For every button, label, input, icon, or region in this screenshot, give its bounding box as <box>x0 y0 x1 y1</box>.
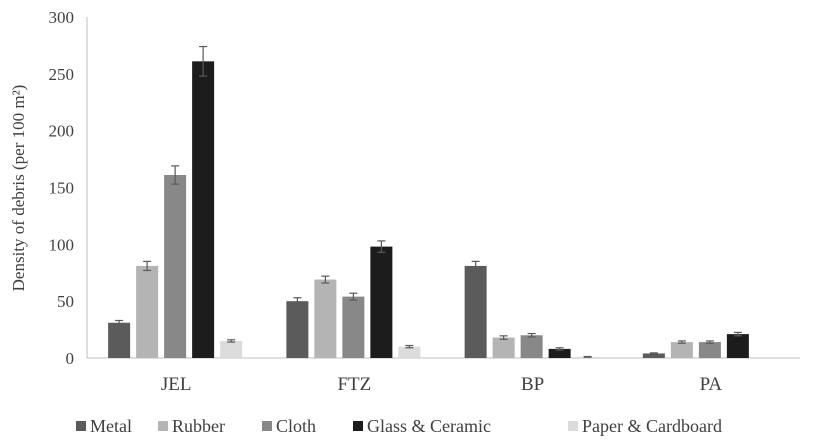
legend-item: Paper & Cardboard <box>568 416 722 436</box>
category-label: FTZ <box>337 374 371 395</box>
error-bar <box>555 347 564 351</box>
bar <box>108 322 131 358</box>
legend-swatch <box>353 421 363 431</box>
y-tick-label: 100 <box>49 235 75 254</box>
error-bar <box>143 260 152 272</box>
bar <box>342 296 365 358</box>
legend-label: Metal <box>90 416 132 436</box>
legend-item: Cloth <box>262 416 316 436</box>
bar <box>314 279 337 358</box>
bar <box>670 342 693 358</box>
bar <box>726 334 749 358</box>
y-tick-label: 300 <box>49 8 75 27</box>
error-bar <box>705 340 714 344</box>
error-bar <box>115 319 124 326</box>
bar <box>492 337 515 358</box>
y-tick-label: 50 <box>57 292 74 311</box>
legend-item: Glass & Ceramic <box>353 416 491 436</box>
error-bar <box>733 331 742 337</box>
bar <box>642 353 665 358</box>
error-bar <box>677 340 686 344</box>
legend: Metal Rubber Cloth Glass & Ceramic Paper & C… <box>76 416 722 436</box>
bar <box>398 346 421 358</box>
category-labels: JEL FTZ BP PA <box>161 374 723 395</box>
error-bar <box>405 344 414 349</box>
error-bar <box>527 332 536 338</box>
error-bar <box>349 292 358 301</box>
error-bar <box>471 260 480 272</box>
legend-swatch <box>568 421 578 431</box>
legend-swatch <box>76 421 86 431</box>
error-bar <box>227 339 236 343</box>
y-tick-label: 200 <box>49 122 75 141</box>
y-tick-label: 0 <box>66 349 75 368</box>
legend-label: Paper & Cardboard <box>582 416 722 436</box>
error-bar <box>293 297 302 306</box>
legend-swatch <box>262 421 272 431</box>
error-bar <box>583 355 592 358</box>
bar <box>520 335 543 358</box>
y-tick-label: 250 <box>49 65 75 84</box>
y-axis-title: Density of debris (per 100 m²) <box>9 85 28 292</box>
y-tick-label: 150 <box>49 179 75 198</box>
bar <box>220 340 243 358</box>
bar <box>286 301 309 358</box>
legend-label: Glass & Ceramic <box>367 416 491 436</box>
bar <box>698 342 721 358</box>
legend-item: Rubber <box>158 416 225 436</box>
category-label: JEL <box>161 374 192 395</box>
category-label: PA <box>700 374 723 395</box>
y-tick-labels: 0 50 100 150 200 250 300 <box>49 8 75 368</box>
legend-swatch <box>158 421 168 431</box>
bar <box>164 174 187 358</box>
bar <box>464 265 487 358</box>
bar <box>136 265 159 358</box>
error-bar <box>321 275 330 284</box>
error-bar <box>649 352 658 355</box>
bars <box>108 45 749 359</box>
legend-label: Cloth <box>276 416 316 436</box>
error-bar <box>199 45 208 77</box>
error-bar <box>499 335 508 340</box>
bar <box>370 246 393 358</box>
error-bar <box>171 165 180 185</box>
bar <box>192 61 215 359</box>
category-label: BP <box>521 374 544 395</box>
legend-item: Metal <box>76 416 132 436</box>
bar <box>548 348 571 358</box>
error-bar <box>377 240 386 253</box>
legend-label: Rubber <box>172 416 225 436</box>
